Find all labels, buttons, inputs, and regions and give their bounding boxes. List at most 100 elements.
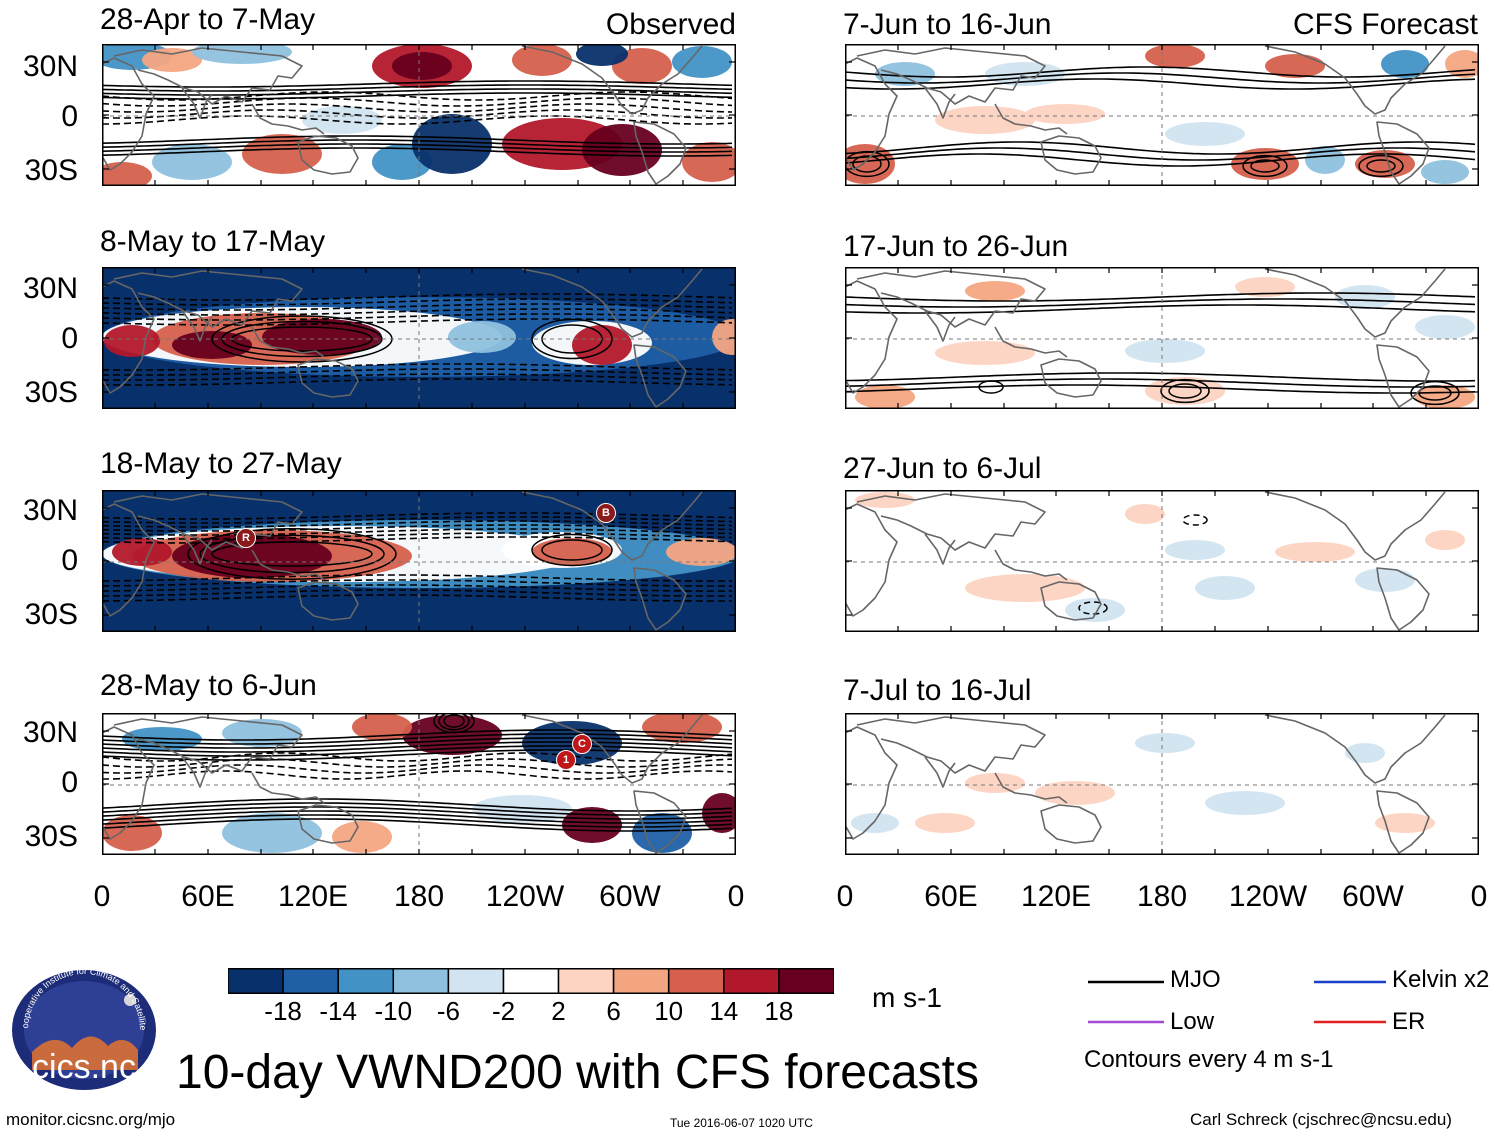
contour-positive <box>845 384 1476 394</box>
legend-contour-note: Contours every 4 m s-1 <box>1084 1046 1334 1073</box>
contour-positive <box>102 143 733 153</box>
contour-positive <box>102 798 733 812</box>
anomaly-blob <box>1375 813 1435 833</box>
contour-ring <box>187 528 397 580</box>
contour-positive <box>102 135 733 145</box>
contour-positive <box>845 147 1476 161</box>
contour-positive <box>102 810 733 824</box>
anomaly-blob <box>965 773 1025 793</box>
anomaly-blob <box>262 319 382 355</box>
observed-map-panel-2 <box>102 267 736 409</box>
anomaly-blob <box>1355 568 1415 592</box>
anomaly-blob <box>582 124 662 176</box>
coastline <box>113 493 303 551</box>
contour-positive <box>102 737 733 749</box>
coastline <box>297 804 359 844</box>
lat-label-eq: 0 <box>61 766 78 799</box>
contour-negative <box>102 313 733 321</box>
coastline <box>251 549 325 581</box>
contour-positive <box>102 745 733 757</box>
contour-positive <box>102 80 733 88</box>
contour-positive <box>102 814 733 828</box>
coastline <box>845 726 898 840</box>
coastline <box>297 135 359 175</box>
contour-negative <box>102 512 733 520</box>
anomaly-blob <box>1195 576 1255 600</box>
contour-ring <box>1418 385 1452 401</box>
contour-negative <box>102 516 733 524</box>
anomaly-blob <box>562 807 622 843</box>
anomaly-blob <box>222 813 322 853</box>
lat-label-30s: 30S <box>24 820 78 853</box>
coastline <box>1040 358 1102 398</box>
contour-negative <box>102 373 733 381</box>
footer-url[interactable]: monitor.cicsnc.org/mjo <box>6 1110 176 1129</box>
contour-positive <box>845 78 1476 90</box>
forecast-map-panel-3 <box>845 490 1479 632</box>
contour-positive <box>102 806 733 820</box>
observed-column-label: Observed <box>605 8 736 41</box>
coastline <box>181 756 213 788</box>
anomaly-blob <box>965 574 1085 602</box>
anomaly-blob <box>332 821 392 853</box>
anomaly-blob <box>512 44 572 76</box>
lat-label-eq: 0 <box>61 322 78 355</box>
contour-ring <box>531 318 613 360</box>
main-title: 10-day VWND200 with CFS forecasts <box>176 1046 979 1099</box>
observed-panel-4-title: 28-May to 6-Jun <box>100 669 317 702</box>
anomaly-blob <box>1135 733 1195 753</box>
colorbar-swatch <box>723 968 780 994</box>
colorbar-swatch <box>557 968 615 994</box>
forecast-map-panel-2 <box>845 267 1479 409</box>
lon-label: 60W <box>1342 880 1404 913</box>
forecast-column-label: CFS Forecast <box>1292 8 1478 41</box>
anomaly-blob <box>712 319 736 355</box>
contour-negative <box>102 536 733 544</box>
forecast-panel-3-title: 27-Jun to 6-Jul <box>843 452 1042 485</box>
anomaly-blob <box>1235 277 1295 297</box>
coastline <box>924 533 956 565</box>
lat-label-eq: 0 <box>61 544 78 577</box>
contour-ring <box>211 541 373 567</box>
footer-author: Carl Schreck (cjschrec@ncsu.edu) <box>1190 1110 1452 1129</box>
anomaly-blob <box>1345 743 1385 763</box>
coastline <box>251 772 325 804</box>
colorbar <box>228 968 834 994</box>
contour-positive <box>845 66 1476 78</box>
anomaly-blob <box>935 106 1035 134</box>
coastlines <box>845 268 1446 408</box>
coastline <box>924 87 956 119</box>
lat-label-30s: 30S <box>24 154 78 187</box>
coastline <box>845 57 898 171</box>
coastline <box>102 503 155 617</box>
lon-label: 120W <box>485 880 565 913</box>
contour-positive <box>845 298 1476 308</box>
contour-ring <box>1410 380 1460 406</box>
coastline <box>633 567 687 631</box>
colorbar-swatch <box>667 968 725 994</box>
anomaly-blob <box>352 713 412 741</box>
anomaly-blob <box>472 795 572 823</box>
lon-label: 60E <box>181 880 235 913</box>
coastlines <box>102 714 703 854</box>
contour-negative <box>102 378 733 386</box>
coastline <box>181 533 213 565</box>
anomaly-blob <box>572 325 632 365</box>
logo-moon-icon <box>124 994 136 1006</box>
colorbar-label: 6 <box>606 996 621 1026</box>
anomaly-blob <box>1335 285 1395 309</box>
contour-ring <box>1358 154 1404 178</box>
contour-positive <box>102 749 733 761</box>
anomaly-blob <box>448 321 516 353</box>
coastline <box>856 716 1046 774</box>
contour-negative <box>102 770 733 780</box>
coastline <box>102 57 155 171</box>
anomaly-blob <box>412 114 492 174</box>
contour-negative <box>102 363 733 371</box>
lon-label: 120E <box>1020 880 1092 913</box>
lat-label-eq: 0 <box>61 100 78 133</box>
coastline <box>251 103 325 135</box>
anomaly-blob <box>672 46 732 78</box>
logo-text: cics.nc <box>32 1048 136 1086</box>
colorbar-swatch <box>612 968 670 994</box>
